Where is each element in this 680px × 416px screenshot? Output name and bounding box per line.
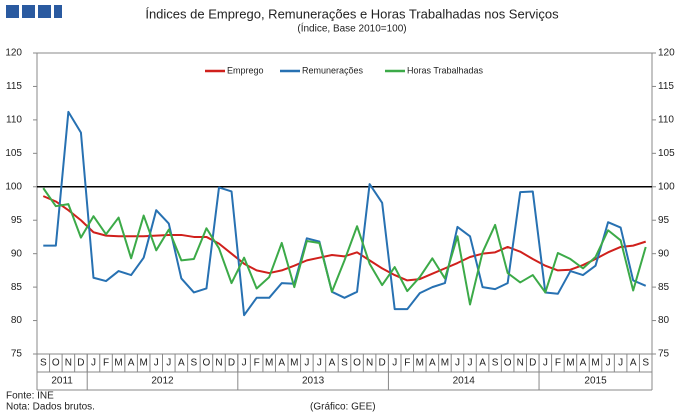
x-tick-label: N [65, 358, 72, 369]
y-tick-label: 90 [11, 248, 23, 259]
x-tick-label: M [114, 358, 122, 369]
note: Fonte: INE [6, 391, 54, 402]
logo-square [38, 5, 51, 18]
x-tick-label: J [606, 358, 611, 369]
x-tick-label: J [468, 358, 473, 369]
note: Nota: Dados brutos. [6, 402, 95, 413]
x-tick-label: J [91, 358, 96, 369]
x-tick-label: N [366, 358, 373, 369]
x-tick-label: J [618, 358, 623, 369]
series-line [42, 187, 647, 306]
x-tick-label: S [191, 358, 198, 369]
x-tick-label: S [492, 358, 499, 369]
x-tick-label: S [642, 358, 649, 369]
x-tick-label: A [128, 358, 135, 369]
x-tick-label: A [429, 358, 436, 369]
x-tick-label: M [591, 358, 599, 369]
x-tick-label: A [329, 358, 336, 369]
x-tick-label: O [353, 358, 361, 369]
y2-tick-label: 80 [658, 315, 670, 326]
x-tick-label: J [154, 358, 159, 369]
x-tick-label: O [52, 358, 60, 369]
y-tick-label: 105 [5, 148, 22, 159]
y2-tick-label: 105 [658, 148, 675, 159]
x-tick-label: M [566, 358, 574, 369]
x-tick-label: S [341, 358, 348, 369]
y2-tick-label: 115 [658, 81, 674, 92]
x-tick-label: M [416, 358, 424, 369]
x-tick-label: A [479, 358, 486, 369]
x-tick-label: A [178, 358, 185, 369]
y-tick-label: 115 [6, 81, 22, 92]
legend-label: Remunerações [302, 65, 364, 75]
y2-tick-label: 95 [658, 215, 670, 226]
x-tick-label: J [166, 358, 171, 369]
x-tick-label: A [278, 358, 285, 369]
x-tick-label: M [290, 358, 298, 369]
x-tick-label: J [392, 358, 397, 369]
x-tick-label: D [77, 358, 84, 369]
chart-title: Índices de Emprego, Remunerações e Horas… [145, 6, 559, 21]
series-line [42, 195, 647, 282]
y-tick-label: 75 [11, 349, 23, 360]
logo-square [54, 5, 62, 18]
legend-label: Emprego [227, 65, 264, 75]
x-tick-label: J [543, 358, 548, 369]
logo-square [6, 5, 19, 18]
y2-tick-label: 85 [658, 282, 670, 293]
x-tick-label: F [103, 358, 109, 369]
x-tick-label: F [555, 358, 561, 369]
x-group-label: 2015 [584, 376, 607, 387]
y2-tick-label: 100 [658, 181, 675, 192]
x-tick-label: F [404, 358, 410, 369]
y-tick-label: 80 [11, 315, 23, 326]
x-tick-label: M [441, 358, 449, 369]
x-group-label: 2012 [151, 376, 174, 387]
y-tick-label: 100 [5, 181, 22, 192]
x-tick-label: J [317, 358, 322, 369]
x-group-label: 2014 [453, 376, 476, 387]
x-group-label: 2011 [51, 376, 73, 387]
x-tick-label: S [40, 358, 47, 369]
x-tick-label: J [242, 358, 247, 369]
y-tick-label: 85 [11, 282, 23, 293]
logo-square [22, 5, 35, 18]
y-tick-label: 110 [6, 115, 22, 126]
x-tick-label: A [580, 358, 587, 369]
x-tick-label: D [228, 358, 235, 369]
x-tick-label: M [140, 358, 148, 369]
y2-tick-label: 90 [658, 248, 670, 259]
x-tick-label: J [304, 358, 309, 369]
y-tick-label: 95 [11, 215, 23, 226]
y2-tick-label: 75 [658, 349, 670, 360]
x-group-label: 2013 [302, 376, 325, 387]
x-tick-label: J [455, 358, 460, 369]
x-tick-label: A [630, 358, 637, 369]
y2-tick-label: 110 [658, 115, 674, 126]
x-tick-label: F [254, 358, 260, 369]
x-tick-label: O [504, 358, 512, 369]
x-tick-label: N [517, 358, 524, 369]
y-tick-label: 120 [5, 48, 22, 59]
x-tick-label: N [215, 358, 222, 369]
series-line [43, 110, 647, 317]
y2-tick-label: 120 [658, 48, 675, 59]
chart-subtitle: (Índice, Base 2010=100) [297, 22, 406, 35]
legend-label: Horas Trabalhadas [407, 65, 484, 75]
plot-frame [36, 52, 653, 355]
x-tick-label: D [379, 358, 386, 369]
x-tick-label: O [203, 358, 211, 369]
x-tick-label: M [265, 358, 273, 369]
credit: (Gráfico: GEE) [310, 402, 376, 413]
x-tick-label: D [529, 358, 536, 369]
